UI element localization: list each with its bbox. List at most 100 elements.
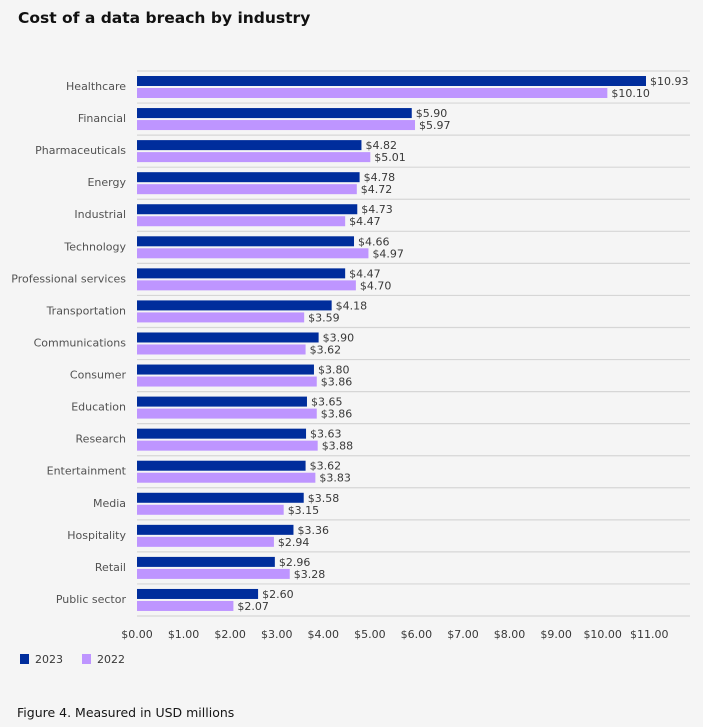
bar-2023 xyxy=(137,204,358,215)
category-label: Consumer xyxy=(70,369,127,382)
value-label-2023: $4.47 xyxy=(349,267,381,280)
legend-swatch-2022 xyxy=(82,654,91,664)
x-tick-label: $5.00 xyxy=(354,628,386,641)
value-label-2023: $3.58 xyxy=(308,492,340,505)
bar-2023 xyxy=(137,300,332,311)
bar-2023 xyxy=(137,108,412,119)
value-label-2022: $3.15 xyxy=(288,504,320,517)
bar-2022 xyxy=(137,568,290,579)
value-label-2023: $10.93 xyxy=(650,75,689,88)
value-label-2022: $5.97 xyxy=(419,119,451,132)
bar-2022 xyxy=(137,408,317,419)
bar-2023 xyxy=(137,524,294,535)
category-label: Communications xyxy=(34,336,127,349)
bar-2022 xyxy=(137,376,317,387)
category-label: Education xyxy=(71,401,126,414)
bar-2022 xyxy=(137,344,306,355)
bar-2022 xyxy=(137,88,608,98)
bar-2023 xyxy=(137,332,319,343)
category-label: Pharmaceuticals xyxy=(35,144,126,157)
bar-2023 xyxy=(137,236,355,247)
value-label-2023: $3.80 xyxy=(318,364,350,377)
category-label: Technology xyxy=(63,240,126,253)
value-label-2022: $3.83 xyxy=(319,472,351,485)
bar-2023 xyxy=(137,364,314,375)
value-label-2023: $2.96 xyxy=(279,556,311,569)
bar-2023 xyxy=(137,428,307,439)
value-label-2023: $3.65 xyxy=(311,396,343,409)
value-label-2022: $3.86 xyxy=(321,408,353,421)
x-tick-label: $8.00 xyxy=(494,628,526,641)
bar-2023 xyxy=(137,588,259,599)
bar-2022 xyxy=(137,472,316,483)
value-label-2023: $3.36 xyxy=(297,524,329,537)
category-label: Research xyxy=(76,433,126,446)
x-tick-label: $7.00 xyxy=(447,628,479,641)
bar-2022 xyxy=(137,600,234,611)
category-label: Public sector xyxy=(56,593,127,606)
value-label-2023: $4.73 xyxy=(361,203,393,216)
x-tick-label: $4.00 xyxy=(308,628,340,641)
bar-2022 xyxy=(137,216,346,227)
bar-2023 xyxy=(137,172,360,183)
bar-2023 xyxy=(137,396,307,407)
value-label-2022: $2.07 xyxy=(237,600,269,613)
category-label: Media xyxy=(93,497,126,510)
value-label-2023: $5.90 xyxy=(416,107,448,120)
category-label: Healthcare xyxy=(66,80,126,93)
bar-2022 xyxy=(137,440,318,451)
category-label: Entertainment xyxy=(47,465,127,478)
bar-2023 xyxy=(137,140,362,151)
x-tick-label: $2.00 xyxy=(214,628,246,641)
legend-label: 2023 xyxy=(35,653,63,666)
bar-2023 xyxy=(137,268,346,279)
value-label-2022: $3.86 xyxy=(321,376,353,389)
chart-title: Cost of a data breach by industry xyxy=(18,9,311,27)
bar-2022 xyxy=(137,536,274,547)
value-label-2023: $3.62 xyxy=(310,460,342,473)
bar-2022 xyxy=(137,248,369,259)
x-tick-label: $10.00 xyxy=(583,628,622,641)
x-tick-label: $1.00 xyxy=(168,628,200,641)
value-label-2022: $3.59 xyxy=(308,311,340,324)
bar-2022 xyxy=(137,184,357,195)
value-label-2022: $4.72 xyxy=(361,183,393,196)
value-label-2023: $3.63 xyxy=(310,428,342,441)
value-label-2023: $4.18 xyxy=(336,299,368,312)
bar-2023 xyxy=(137,556,275,567)
bar-2023 xyxy=(137,76,646,86)
x-tick-label: $0.00 xyxy=(121,628,153,641)
value-label-2023: $4.78 xyxy=(364,171,396,184)
value-label-2022: $4.97 xyxy=(372,247,404,260)
bar-2022 xyxy=(137,312,305,323)
category-label: Professional services xyxy=(11,272,126,285)
category-label: Financial xyxy=(78,112,126,125)
legend-swatch-2023 xyxy=(20,654,29,664)
value-label-2023: $3.90 xyxy=(323,331,355,344)
x-tick-label: $3.00 xyxy=(261,628,293,641)
bar-2022 xyxy=(137,504,284,515)
category-label: Industrial xyxy=(74,208,126,221)
value-label-2022: $4.47 xyxy=(349,215,381,228)
x-tick-label: $6.00 xyxy=(401,628,433,641)
x-tick-label: $11.00 xyxy=(630,628,669,641)
value-label-2023: $2.60 xyxy=(262,588,294,601)
value-label-2022: $3.88 xyxy=(322,440,354,453)
value-label-2022: $10.10 xyxy=(611,87,650,100)
bar-2022 xyxy=(137,280,356,291)
value-label-2022: $3.62 xyxy=(310,343,342,356)
value-label-2022: $5.01 xyxy=(374,151,406,164)
legend-label: 2022 xyxy=(97,653,125,666)
figure-caption: Figure 4. Measured in USD millions xyxy=(17,705,235,720)
value-label-2022: $3.28 xyxy=(294,568,326,581)
bar-2022 xyxy=(137,152,371,163)
value-label-2023: $4.82 xyxy=(365,139,397,152)
value-label-2022: $4.70 xyxy=(360,279,392,292)
x-tick-label: $9.00 xyxy=(540,628,572,641)
category-label: Transportation xyxy=(46,304,126,317)
value-label-2023: $4.66 xyxy=(358,235,390,248)
category-label: Energy xyxy=(87,176,126,189)
bar-2023 xyxy=(137,460,306,471)
category-label: Hospitality xyxy=(67,529,126,542)
